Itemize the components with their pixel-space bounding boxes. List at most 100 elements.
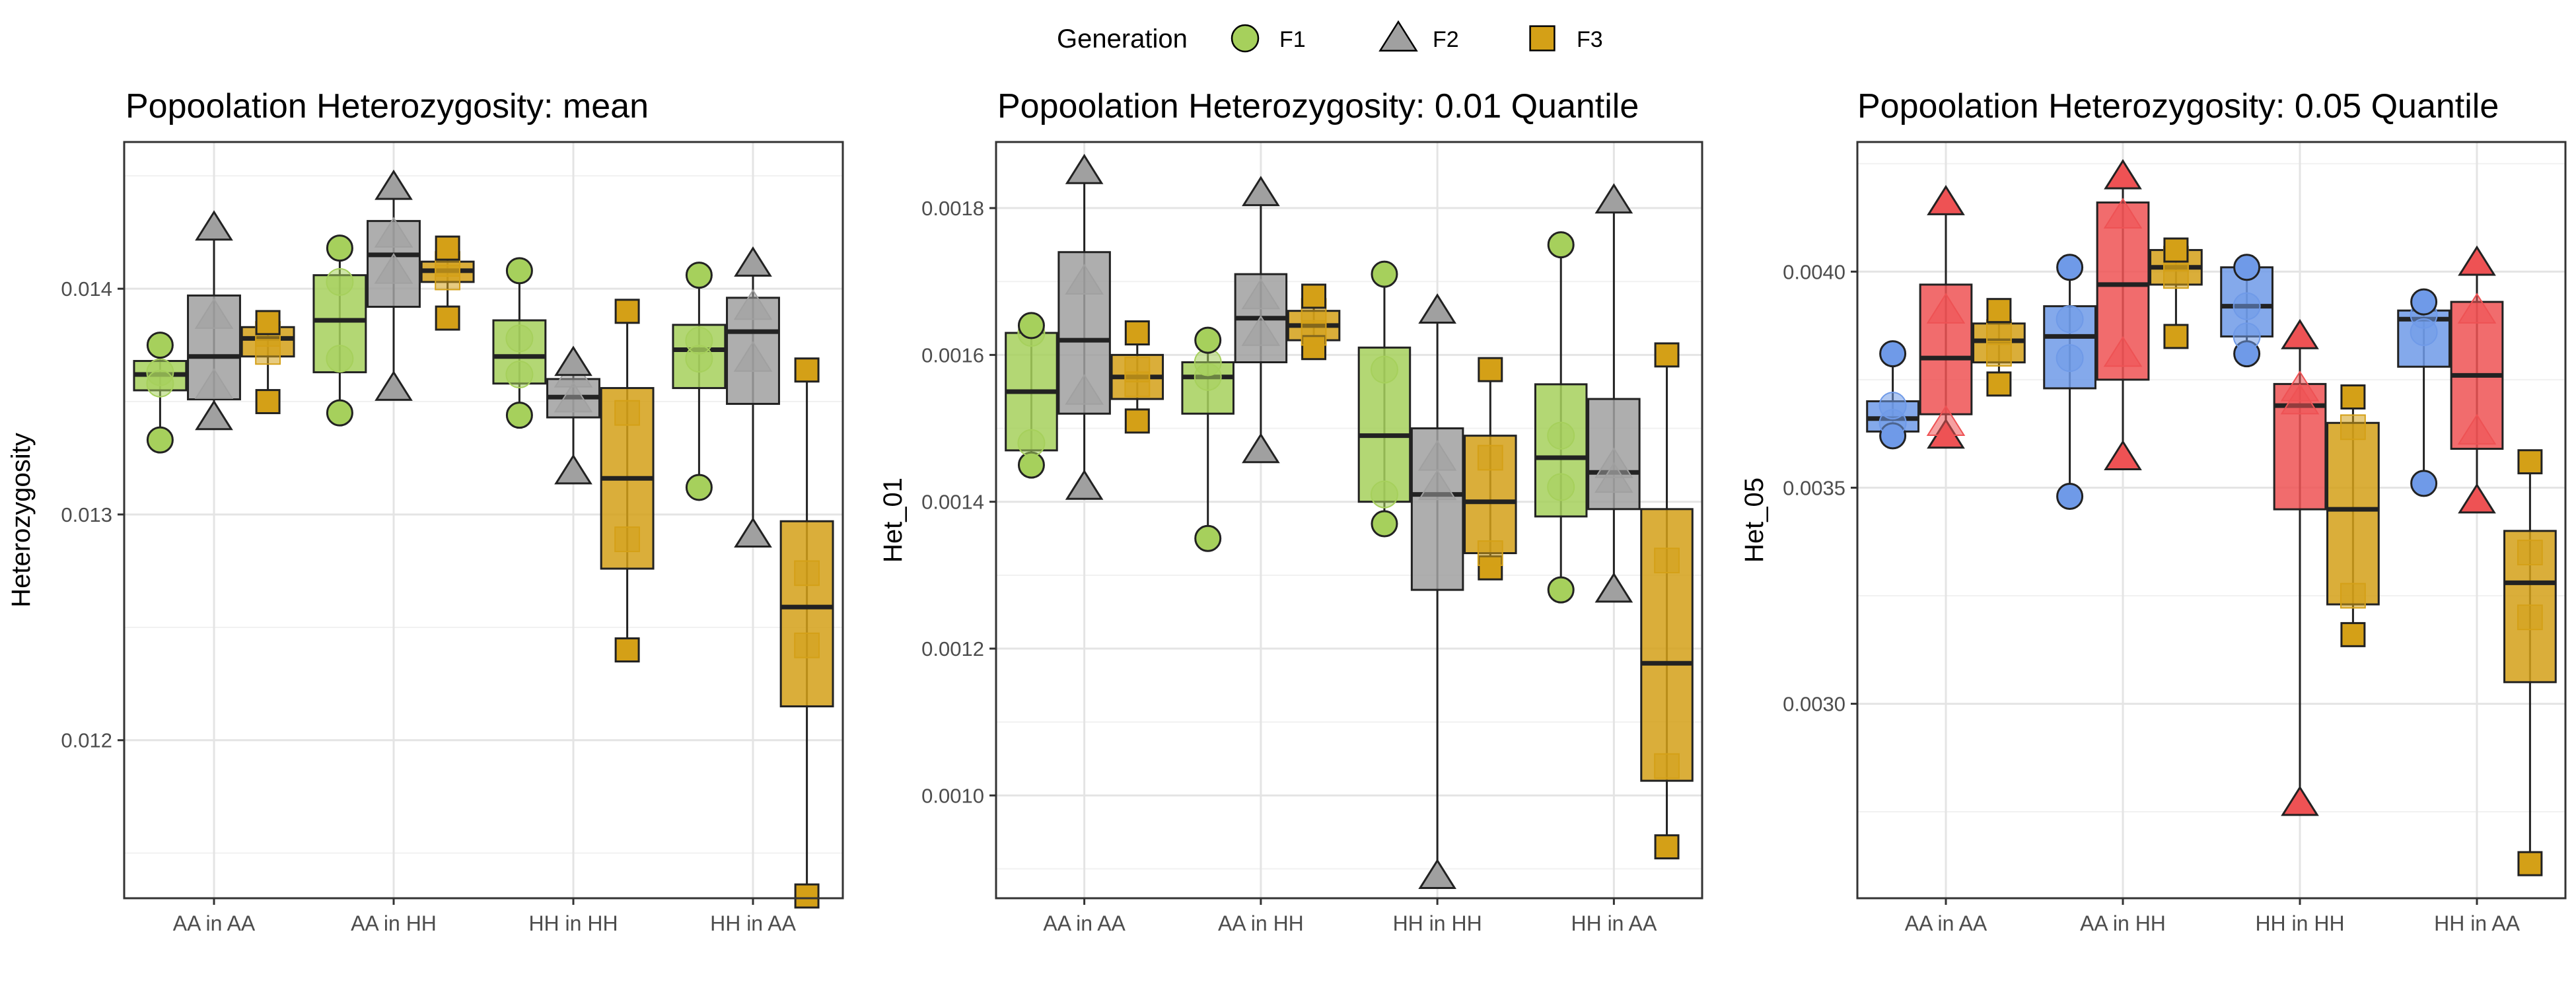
x-tick-label: AA in AA xyxy=(173,911,256,935)
legend-item-f1: F1 xyxy=(1231,24,1306,53)
x-tick-label: AA in HH xyxy=(1218,911,1304,935)
y-axis: 0.0010 0.0012 0.0014 0.0016 0.0018 Het_01 xyxy=(878,197,996,807)
data-point xyxy=(2056,305,2084,334)
data-point xyxy=(195,400,233,431)
box-f1-2 xyxy=(2043,254,2096,511)
box-f3-4 xyxy=(779,357,834,909)
data-point xyxy=(435,235,460,261)
legend-item-f2: F2 xyxy=(1378,20,1459,52)
box-f3-4 xyxy=(2503,449,2557,876)
box-f3-2 xyxy=(2149,237,2203,349)
panel-border xyxy=(1856,141,2567,900)
panel-1: Popoolation Heterozygosity: mean0.0120.0… xyxy=(7,87,844,935)
x-tick-label: AA in AA xyxy=(1905,911,1987,935)
panel-2: Popoolation Heterozygosity: 0.01 Quantil… xyxy=(878,87,1703,935)
x-tick-label: HH in HH xyxy=(1393,911,1482,935)
data-point xyxy=(2280,371,2320,402)
plot-area xyxy=(996,142,1702,898)
data-point xyxy=(685,326,713,355)
data-point xyxy=(1301,283,1327,309)
data-point xyxy=(1017,312,1045,339)
legend-key-triangle xyxy=(1378,20,1418,52)
y-axis-label: Het_05 xyxy=(1740,478,1769,563)
data-point xyxy=(2163,324,2189,349)
data-point xyxy=(1594,572,1633,603)
data-point xyxy=(255,389,281,415)
data-point xyxy=(326,234,353,262)
box-f3-3 xyxy=(1464,357,1517,581)
data-point xyxy=(2458,245,2496,276)
box-f3-1 xyxy=(1972,298,2026,397)
box-body xyxy=(2326,421,2380,606)
box-f1-3 xyxy=(2220,254,2273,368)
data-point xyxy=(1418,293,1456,324)
data-point xyxy=(2340,583,2366,609)
data-point xyxy=(2233,322,2261,351)
x-axis: AA in AA AA in HH HH in HH HH in AA xyxy=(1043,898,1657,935)
data-point xyxy=(1418,859,1456,889)
boxplots xyxy=(1866,159,2557,876)
x-tick-label: HH in AA xyxy=(2434,911,2520,935)
x-tick-label: AA in HH xyxy=(351,911,437,935)
box-body xyxy=(779,520,834,707)
data-point xyxy=(1371,510,1398,538)
y-tick-label: 0.0016 xyxy=(921,343,984,367)
y-tick-label: 0.013 xyxy=(61,503,112,526)
data-point xyxy=(1927,185,1965,215)
box-f2-1 xyxy=(1919,185,1973,449)
data-point xyxy=(1241,315,1281,346)
box-f2-4 xyxy=(2450,245,2504,514)
data-point xyxy=(1654,548,1680,574)
data-point xyxy=(1986,341,2012,367)
data-point xyxy=(1017,429,1046,457)
box-f3-2 xyxy=(1287,283,1341,361)
data-point xyxy=(614,400,641,426)
legend-key-circle xyxy=(1231,24,1260,53)
box-f1-4 xyxy=(672,262,727,501)
data-point xyxy=(614,637,640,663)
data-point xyxy=(1301,320,1327,346)
data-point xyxy=(2103,336,2143,367)
data-point xyxy=(1242,176,1280,207)
panel-border xyxy=(995,141,1703,900)
box-f2-3 xyxy=(546,345,600,485)
box-f1-3 xyxy=(1357,260,1412,538)
data-point xyxy=(2517,604,2543,631)
data-point xyxy=(1878,392,1907,420)
data-point xyxy=(1417,440,1457,471)
legend-label: F2 xyxy=(1433,27,1459,52)
data-point xyxy=(1547,473,1575,501)
data-point xyxy=(375,370,413,401)
data-point xyxy=(1926,293,1966,324)
box-f2-1 xyxy=(1057,153,1111,500)
data-point xyxy=(2281,785,2319,816)
data-point xyxy=(1242,433,1280,464)
data-point xyxy=(2340,414,2366,441)
data-point xyxy=(2281,318,2319,349)
data-point xyxy=(505,257,533,285)
data-point xyxy=(794,883,820,909)
data-point xyxy=(1654,342,1680,368)
box-f2-2 xyxy=(367,169,421,401)
y-tick-label: 0.0012 xyxy=(921,637,984,660)
box-f1-2 xyxy=(312,234,367,427)
x-tick-label: HH in AA xyxy=(710,911,796,935)
panels: Popoolation Heterozygosity: mean0.0120.0… xyxy=(7,87,2567,935)
data-point xyxy=(194,298,234,329)
data-point xyxy=(1986,298,2012,324)
panel-3: Popoolation Heterozygosity: 0.05 Quantil… xyxy=(1740,87,2567,935)
data-point xyxy=(2104,159,2142,190)
data-point xyxy=(554,381,593,413)
y-axis-label: Heterozygosity xyxy=(7,433,36,608)
box-f1-1 xyxy=(133,332,188,454)
data-point xyxy=(2056,344,2084,373)
data-point xyxy=(2517,851,2543,876)
data-point xyxy=(1124,357,1151,383)
box-f3-3 xyxy=(600,299,655,663)
y-tick-label: 0.0035 xyxy=(1783,476,1845,499)
plot-area xyxy=(124,142,843,898)
x-tick-label: HH in HH xyxy=(528,911,618,935)
data-point xyxy=(1370,480,1398,509)
panel-title: Popoolation Heterozygosity: mean xyxy=(125,87,649,125)
data-point xyxy=(1547,231,1575,259)
